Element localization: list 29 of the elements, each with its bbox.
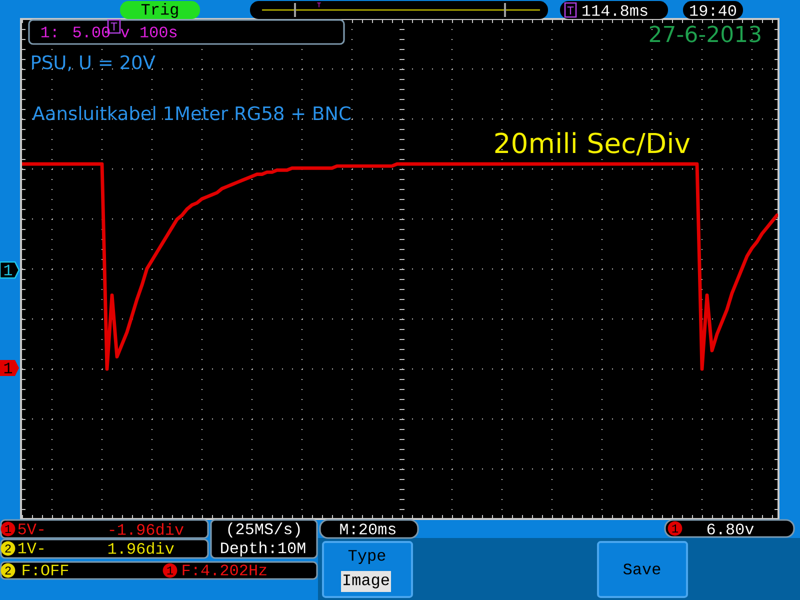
text: 1 [672,524,678,532]
text: 2 [5,566,11,575]
text: Type [348,550,386,564]
text: T [567,6,574,14]
text: 19:40 [690,5,736,16]
text: Image [344,574,389,588]
text: M:20ms [340,524,396,534]
text: F:4.202Hz [182,564,266,576]
text: -1.96div [110,523,184,535]
text: 5V- [18,524,44,534]
text: (25MS/s) [228,522,300,538]
text: 6.80v [707,524,754,534]
text: 1.96div [108,542,174,554]
text: 20mili Sec/Div [495,132,690,156]
text: 1V- [18,542,44,554]
text: Depth:10M [221,542,306,556]
text: T [110,22,118,30]
text: F:OFF [22,564,68,576]
text: Trig [141,3,178,18]
text: 1 [5,525,12,533]
text: 1 [4,264,12,276]
text: Aansluitkabel 1Meter RG58 + BNC [32,106,350,120]
text: 1 [167,566,174,574]
text: 2 [5,544,11,553]
text: 114.8ms [582,5,648,16]
text: PSU, U = 20V [32,55,156,72]
text: 1 [4,362,12,374]
text: 27-6-2013 [650,26,760,42]
text: Save [623,564,660,574]
